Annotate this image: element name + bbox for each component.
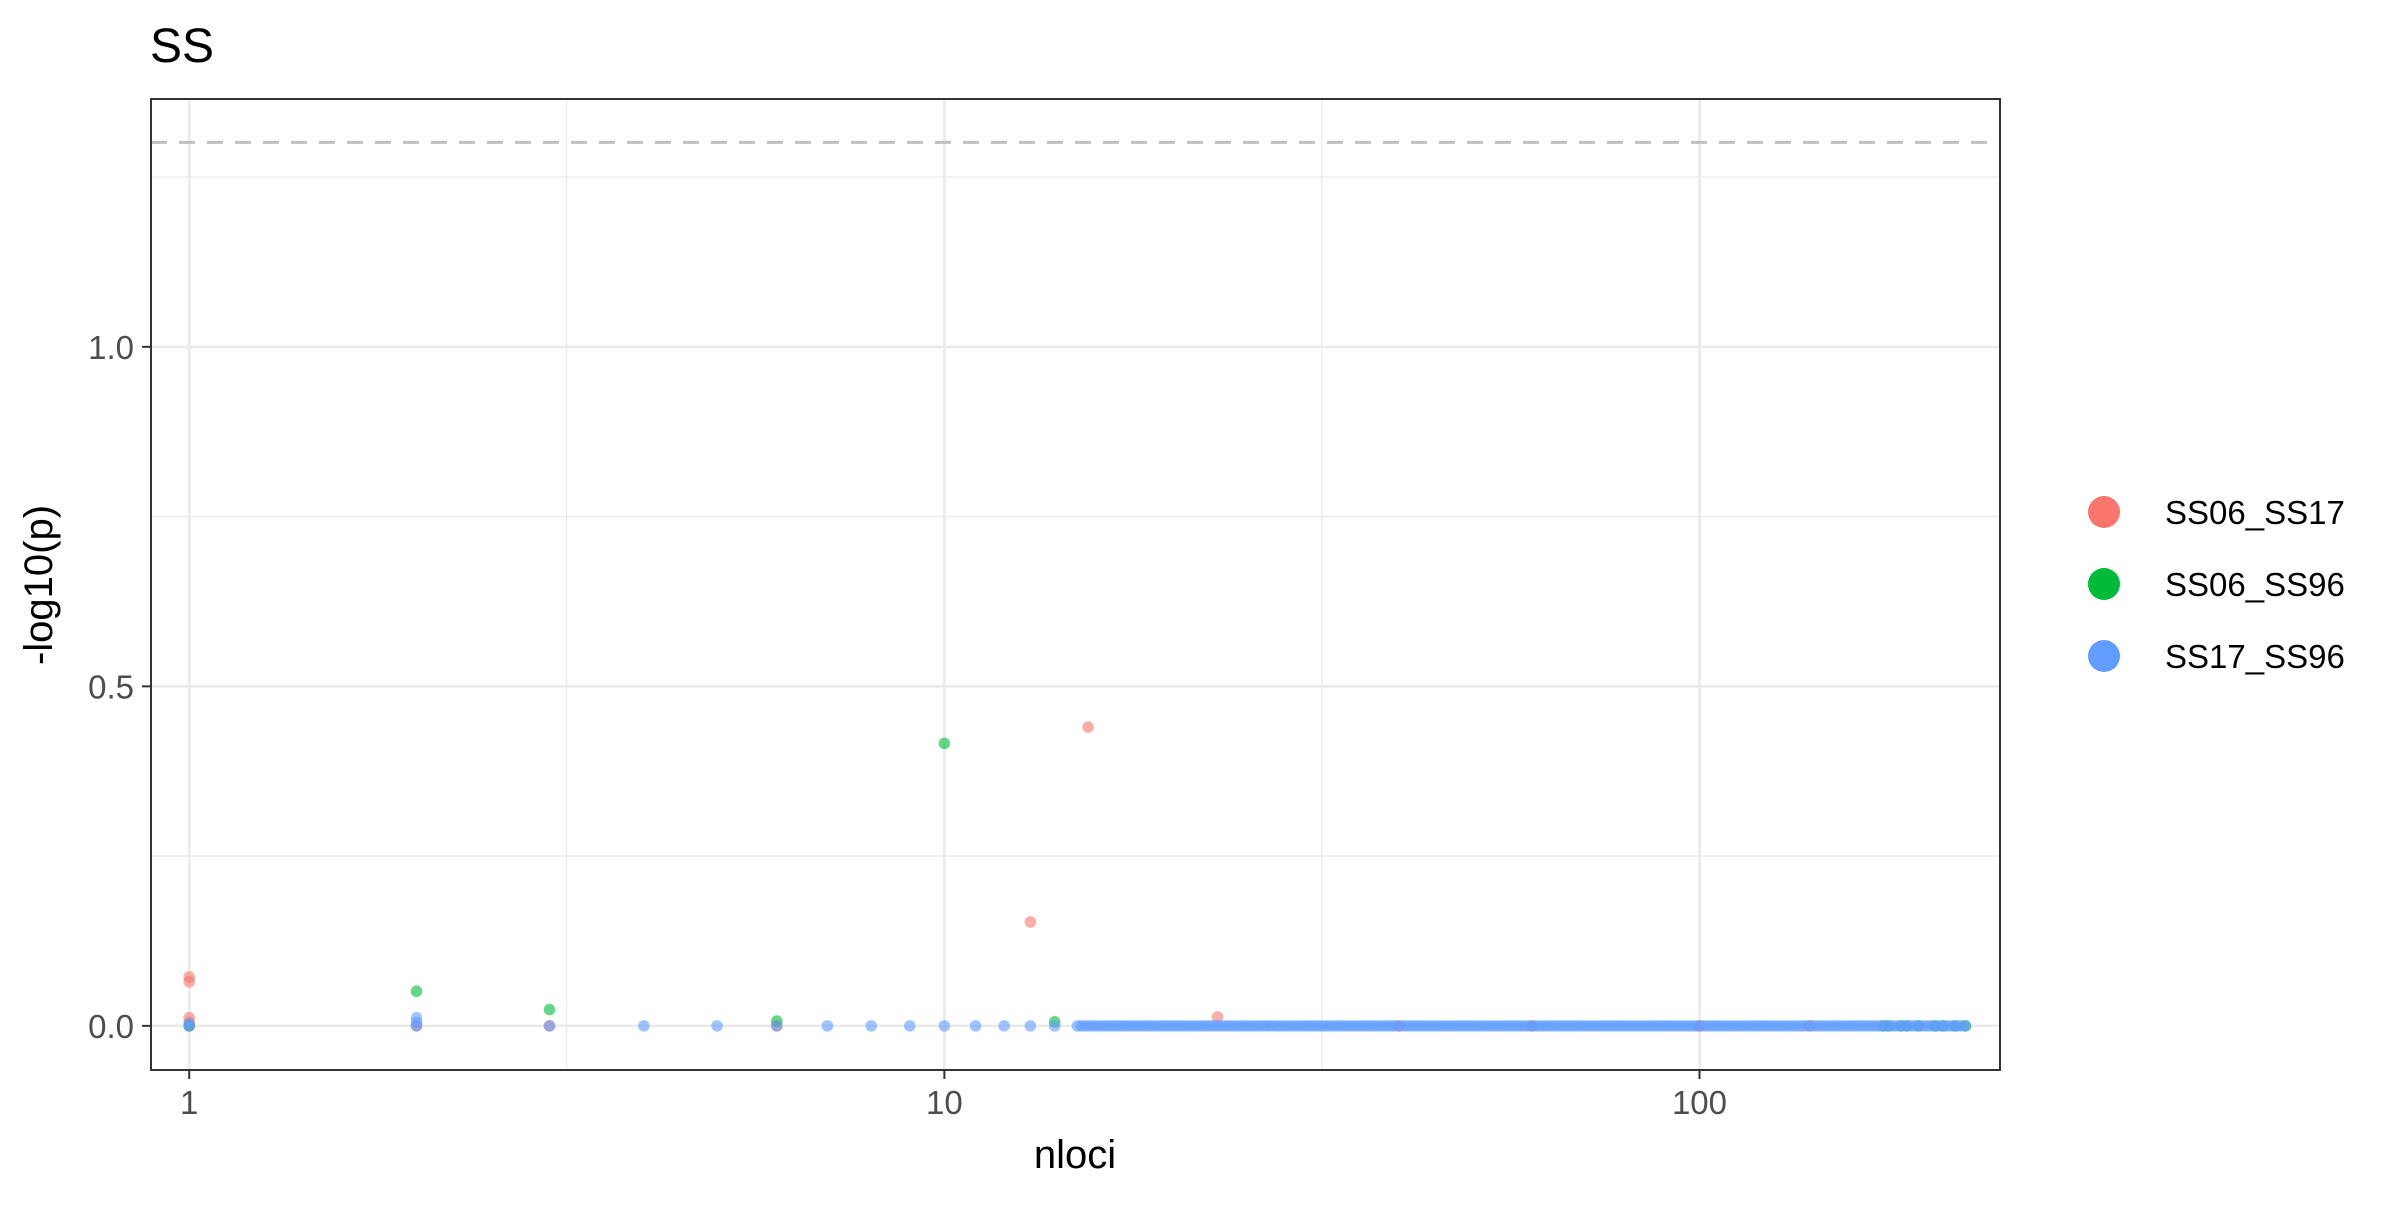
data-point	[904, 1020, 916, 1032]
data-point	[183, 1020, 196, 1032]
y-tick-label: 1.0	[88, 329, 134, 366]
legend: SS06_SS17 SS06_SS96 SS17_SS96	[2088, 494, 2345, 675]
x-axis-title: nloci	[1034, 1133, 1116, 1177]
legend-key-SS06_SS17	[2088, 496, 2120, 528]
data-point	[1024, 1020, 1037, 1032]
data-point	[969, 1020, 982, 1032]
x-tick-label: 1	[180, 1084, 198, 1121]
data-point	[1048, 1020, 1061, 1032]
series-SS17_SS96	[183, 1011, 1972, 1032]
legend-label: SS17_SS96	[2165, 638, 2345, 675]
data-point	[1959, 1020, 1972, 1032]
data-point	[938, 1020, 951, 1032]
data-point	[821, 1020, 834, 1032]
y-tick-label: 0.5	[88, 668, 134, 705]
plot-panel-border	[150, 98, 2001, 1071]
x-tick-label: 100	[1672, 1084, 1727, 1121]
data-point	[410, 985, 423, 998]
x-axis-ticks: 1 10 100	[180, 1070, 1727, 1121]
legend-label: SS06_SS17	[2165, 494, 2345, 531]
data-point	[711, 1020, 723, 1032]
data-point	[938, 737, 951, 750]
data-point	[998, 1020, 1010, 1032]
plot-panel	[151, 99, 2000, 1070]
data-point	[1024, 916, 1037, 928]
data-point	[771, 1020, 783, 1032]
data-point	[1082, 721, 1094, 733]
legend-key-SS17_SS96	[2088, 640, 2120, 672]
data-points	[183, 721, 1972, 1032]
data-point	[865, 1020, 877, 1032]
legend-key-SS06_SS96	[2088, 568, 2120, 600]
data-point	[410, 1020, 423, 1032]
chart-title: SS	[150, 20, 214, 73]
minor-gridlines	[151, 99, 2000, 1070]
x-tick-label: 10	[926, 1084, 963, 1121]
data-point	[183, 975, 196, 988]
y-axis-title: -log10(p)	[17, 505, 61, 665]
data-point	[543, 1020, 556, 1032]
data-point	[638, 1020, 650, 1032]
data-point	[1211, 1011, 1224, 1023]
data-point	[543, 1003, 556, 1016]
legend-label: SS06_SS96	[2165, 566, 2345, 603]
y-tick-label: 0.0	[88, 1008, 134, 1045]
y-axis-ticks: 0.0 0.5 1.0	[88, 329, 151, 1045]
